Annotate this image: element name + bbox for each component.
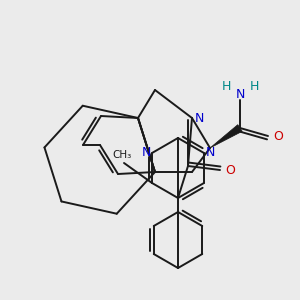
Text: H: H [249,80,259,92]
Text: O: O [273,130,283,142]
Text: CH₃: CH₃ [112,150,132,160]
Text: O: O [225,164,235,176]
Text: H: H [221,80,231,92]
Text: N: N [205,146,215,160]
Text: N: N [235,88,245,101]
Text: N: N [194,112,204,124]
Polygon shape [210,125,242,148]
Text: N: N [141,146,151,160]
